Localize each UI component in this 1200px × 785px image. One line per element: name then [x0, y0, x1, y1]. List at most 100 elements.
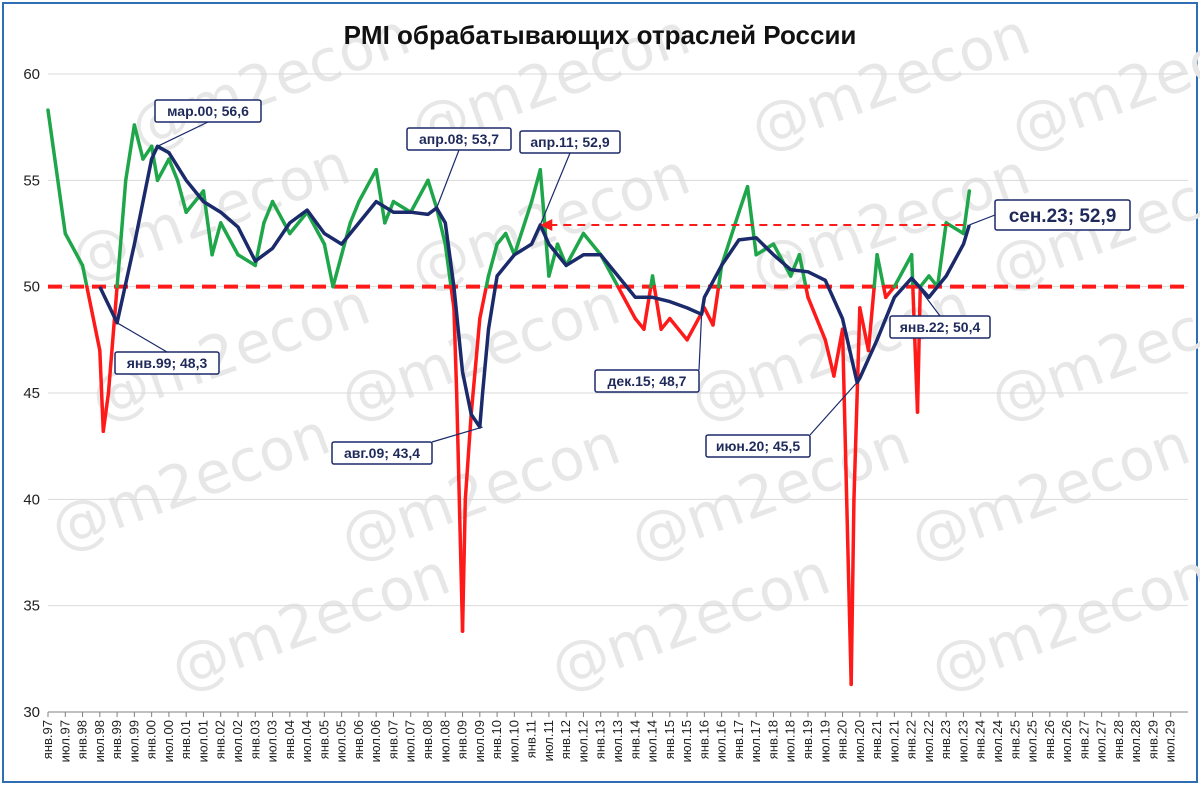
x-tick-label: янв.13: [593, 720, 608, 759]
annotation-label: июн.20; 45,5: [716, 438, 800, 454]
x-tick-label: янв.15: [662, 720, 677, 759]
x-tick-label: июл.00: [161, 720, 176, 762]
x-tick-label: июл.22: [921, 720, 936, 762]
pmi-monthly-segment: [668, 316, 689, 342]
x-tick-label: июл.05: [334, 720, 349, 762]
y-tick-label: 50: [23, 279, 40, 296]
pmi-monthly-segment: [218, 221, 240, 257]
series-smoothed-pmi: [98, 144, 971, 429]
annotation-label: янв.22; 50,4: [900, 319, 981, 335]
x-tick-label: янв.03: [247, 720, 262, 759]
x-tick-label: июл.26: [1059, 720, 1074, 762]
pmi-monthly-segment: [719, 210, 741, 268]
pmi-monthly-segment: [449, 284, 456, 310]
pmi-monthly-segment: [305, 210, 327, 246]
annotation-leader: [431, 426, 483, 443]
pmi-monthly-segment: [236, 253, 258, 268]
reference-arrow: [540, 218, 964, 231]
y-axis-ticks: 30 35 40 45 50 55 60: [23, 66, 40, 721]
x-tick-label: июл.08: [437, 720, 452, 762]
annotation-label: сен.23; 52,9: [1009, 206, 1117, 227]
pmi-monthly-segment: [883, 284, 897, 300]
x-tick-label: янв.99: [109, 720, 124, 759]
annotation-leader: [157, 121, 209, 147]
pmi-monthly-segment: [849, 497, 856, 687]
pmi-monthly-segment: [892, 253, 914, 289]
x-tick-label: июл.25: [1025, 720, 1040, 762]
watermark-text: @m2econ: [42, 400, 339, 564]
x-tick-label: июл.21: [886, 720, 901, 762]
pmi-monthly-segment: [547, 242, 560, 278]
x-tick-label: июл.10: [506, 720, 521, 762]
x-tick-label: июл.18: [783, 720, 798, 762]
pmi-monthly-segment: [454, 391, 465, 633]
pmi-monthly-segment: [63, 231, 85, 268]
x-tick-label: июл.14: [645, 720, 660, 762]
x-tick-label: янв.04: [282, 720, 297, 759]
reference-arrowhead: [540, 218, 553, 231]
pmi-monthly-segment: [823, 338, 836, 378]
pmi-monthly-segment: [484, 274, 491, 289]
x-tick-label: янв.05: [316, 720, 331, 759]
pmi-monthly-segment: [149, 144, 160, 183]
pmi-monthly-segment: [434, 206, 448, 246]
annotation-label: апр.11; 52,9: [530, 134, 609, 150]
pmi-monthly-segment: [101, 391, 111, 434]
x-tick-label: янв.26: [1042, 720, 1057, 759]
pmi-monthly-segment: [486, 242, 499, 278]
pmi-monthly-segment: [875, 253, 886, 289]
watermark-text: @m2econ: [1002, 0, 1200, 163]
x-tick-label: янв.01: [178, 720, 193, 759]
annotation-box: [519, 130, 621, 154]
watermark-text: @m2econ: [622, 410, 919, 574]
x-tick-label: янв.08: [420, 720, 435, 759]
y-tick-label: 30: [23, 704, 40, 721]
x-tick-label: июл.16: [714, 720, 729, 762]
x-tick-label: янв.00: [144, 720, 159, 759]
annotation-box: [594, 369, 700, 393]
x-tick-label: янв.09: [455, 720, 470, 759]
pmi-monthly-segment: [478, 284, 489, 321]
pmi-monthly-segment: [288, 210, 309, 236]
x-tick-label: янв.12: [558, 720, 573, 759]
watermark-text: @m2econ: [162, 540, 459, 704]
pmi-monthly-segment: [210, 221, 223, 257]
pmi-monthly-segment: [512, 199, 534, 257]
x-tick-label: янв.28: [1111, 720, 1126, 759]
pmi-monthly-segment: [915, 284, 923, 414]
pmi-monthly-segment: [711, 284, 721, 327]
x-tick-label: янв.29: [1145, 720, 1160, 759]
x-tick-label: янв.27: [1076, 720, 1091, 759]
watermark-text: @m2econ: [742, 140, 1039, 304]
y-tick-label: 55: [23, 172, 40, 189]
annotation-leader: [698, 314, 703, 371]
pmi-monthly-segment: [85, 284, 102, 353]
x-tick-label: июл.97: [57, 720, 72, 762]
pmi-monthly-segment: [426, 178, 439, 210]
x-tick-label: янв.24: [973, 720, 988, 759]
x-tick-label: июл.99: [126, 720, 141, 762]
annotation-box: [889, 315, 991, 339]
x-tick-label: янв.16: [696, 720, 711, 759]
y-tick-label: 40: [23, 491, 40, 508]
x-tick-label: июл.13: [610, 720, 625, 762]
annotation-box: [994, 199, 1131, 231]
y-tick-label: 45: [23, 385, 40, 402]
pmi-monthly-segment: [184, 189, 206, 214]
x-axis-ticks: янв.97 июл.97 янв.98 июл.98 янв.99 июл.99 янв.…: [40, 712, 1178, 762]
pmi-monthly-segment: [866, 284, 876, 353]
annotation-label: апр.08; 53,7: [419, 131, 499, 147]
x-tick-label: янв.21: [869, 720, 884, 759]
pmi-monthly-segment: [132, 123, 145, 161]
x-tick-label: янв.98: [75, 720, 90, 759]
x-tick-label: янв.97: [40, 720, 55, 759]
x-tick-label: янв.20: [835, 720, 850, 759]
y-tick-label: 35: [23, 598, 40, 615]
annotation-box: [331, 441, 433, 465]
x-tick-label: янв.06: [351, 720, 366, 759]
pmi-monthly-segment: [357, 167, 378, 204]
pmi-monthly-segment: [659, 316, 672, 331]
annotation-leader: [809, 381, 858, 436]
pmi-monthly-segment: [155, 157, 171, 183]
